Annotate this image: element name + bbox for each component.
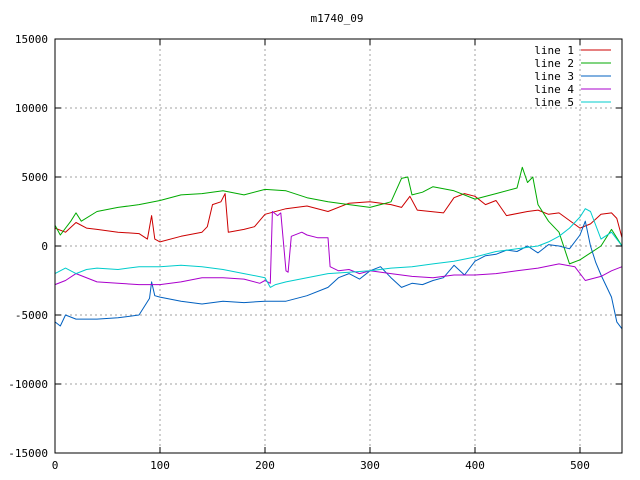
axis-layer: -15000 -10000 -5000 0 5000 10000 15000 0 100 200 3… bbox=[8, 33, 622, 472]
legend-label-1: line 1 bbox=[534, 44, 574, 57]
chart-title: m1740_09 bbox=[311, 12, 364, 25]
x-tick-label: 100 bbox=[150, 459, 170, 472]
x-tick-label: 200 bbox=[255, 459, 275, 472]
x-tick-label: 400 bbox=[465, 459, 485, 472]
legend-label-4: line 4 bbox=[534, 83, 574, 96]
series-line-4 bbox=[54, 211, 623, 286]
series-line-1 bbox=[54, 193, 623, 243]
y-tick-label: -15000 bbox=[8, 447, 48, 460]
y-tick-label: 5000 bbox=[22, 171, 49, 184]
x-tick-label: 0 bbox=[52, 459, 59, 472]
y-tick-label: 0 bbox=[41, 240, 48, 253]
x-tick-label: 500 bbox=[570, 459, 590, 472]
series-layer bbox=[54, 166, 623, 330]
y-tick-label: -5000 bbox=[15, 309, 48, 322]
y-tick-label: 10000 bbox=[15, 102, 48, 115]
legend-label-5: line 5 bbox=[534, 96, 574, 109]
legend-label-2: line 2 bbox=[534, 57, 574, 70]
series-line-5 bbox=[54, 208, 623, 288]
y-tick-label: -10000 bbox=[8, 378, 48, 391]
series-line-3 bbox=[54, 220, 623, 330]
grid-lines bbox=[55, 39, 622, 453]
legend-label-3: line 3 bbox=[534, 70, 574, 83]
series-line-2 bbox=[54, 166, 623, 265]
x-tick-label: 300 bbox=[360, 459, 380, 472]
y-tick-label: 15000 bbox=[15, 33, 48, 46]
